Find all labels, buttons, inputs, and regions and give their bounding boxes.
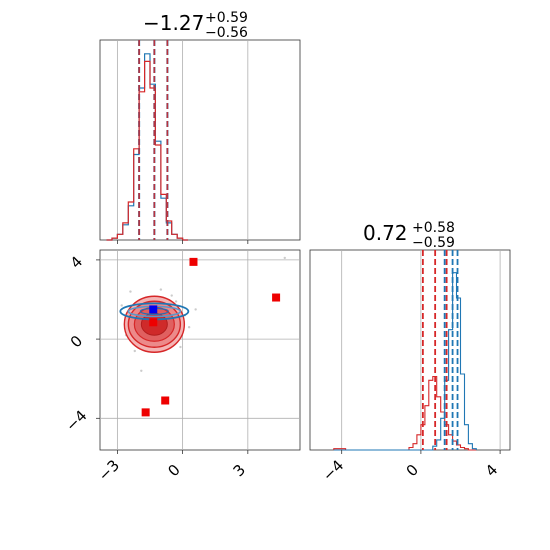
param-2-title-value: 0.72 bbox=[363, 221, 408, 245]
param-1-title-value: −1.27 bbox=[143, 11, 204, 35]
param-1-title-lower: −0.56 bbox=[205, 25, 248, 41]
marginal-histogram-param-1: −1.27 +0.59 −0.56 bbox=[99, 10, 301, 244]
param-2-title-lower: −0.59 bbox=[412, 235, 455, 251]
marginal-histogram-param-2: −4 0 4 0.72 +0.58 −0.59 bbox=[309, 220, 511, 485]
red-outlier-marker bbox=[272, 293, 281, 302]
y-tick-label: 0 bbox=[67, 332, 86, 351]
x-tick-label: 0 bbox=[403, 461, 422, 480]
sample-point bbox=[179, 345, 182, 349]
red-center-marker bbox=[149, 318, 158, 327]
histogram-series-1 bbox=[333, 375, 477, 451]
sample-point bbox=[283, 256, 286, 260]
sample-point bbox=[174, 300, 178, 303]
histogram-series-2 bbox=[106, 60, 188, 241]
sample-point bbox=[133, 349, 136, 353]
red-outlier-marker bbox=[189, 257, 198, 266]
x-tick-label: −4 bbox=[319, 456, 347, 484]
x-tick-label: 3 bbox=[230, 461, 249, 480]
y-tick-label: 4 bbox=[67, 253, 86, 272]
blue-center-marker bbox=[149, 305, 158, 314]
sample-point bbox=[140, 369, 143, 372]
joint-contour-panel: −3 0 3 −4 0 4 bbox=[62, 249, 301, 485]
sample-point bbox=[187, 326, 191, 329]
x-tick-label: 4 bbox=[482, 461, 501, 480]
param-1-title-upper: +0.59 bbox=[205, 10, 248, 26]
sample-point bbox=[170, 294, 173, 297]
param-2-title-upper: +0.58 bbox=[412, 220, 455, 236]
sample-point bbox=[129, 290, 132, 293]
y-tick-label: −4 bbox=[62, 407, 90, 435]
red-outlier-marker bbox=[141, 408, 150, 417]
sample-point bbox=[159, 288, 163, 291]
x-tick-label: 0 bbox=[164, 461, 183, 480]
sample-point bbox=[120, 304, 123, 307]
red-outlier-marker bbox=[161, 396, 170, 405]
x-tick-label: −3 bbox=[95, 456, 123, 484]
sample-point bbox=[194, 308, 197, 311]
